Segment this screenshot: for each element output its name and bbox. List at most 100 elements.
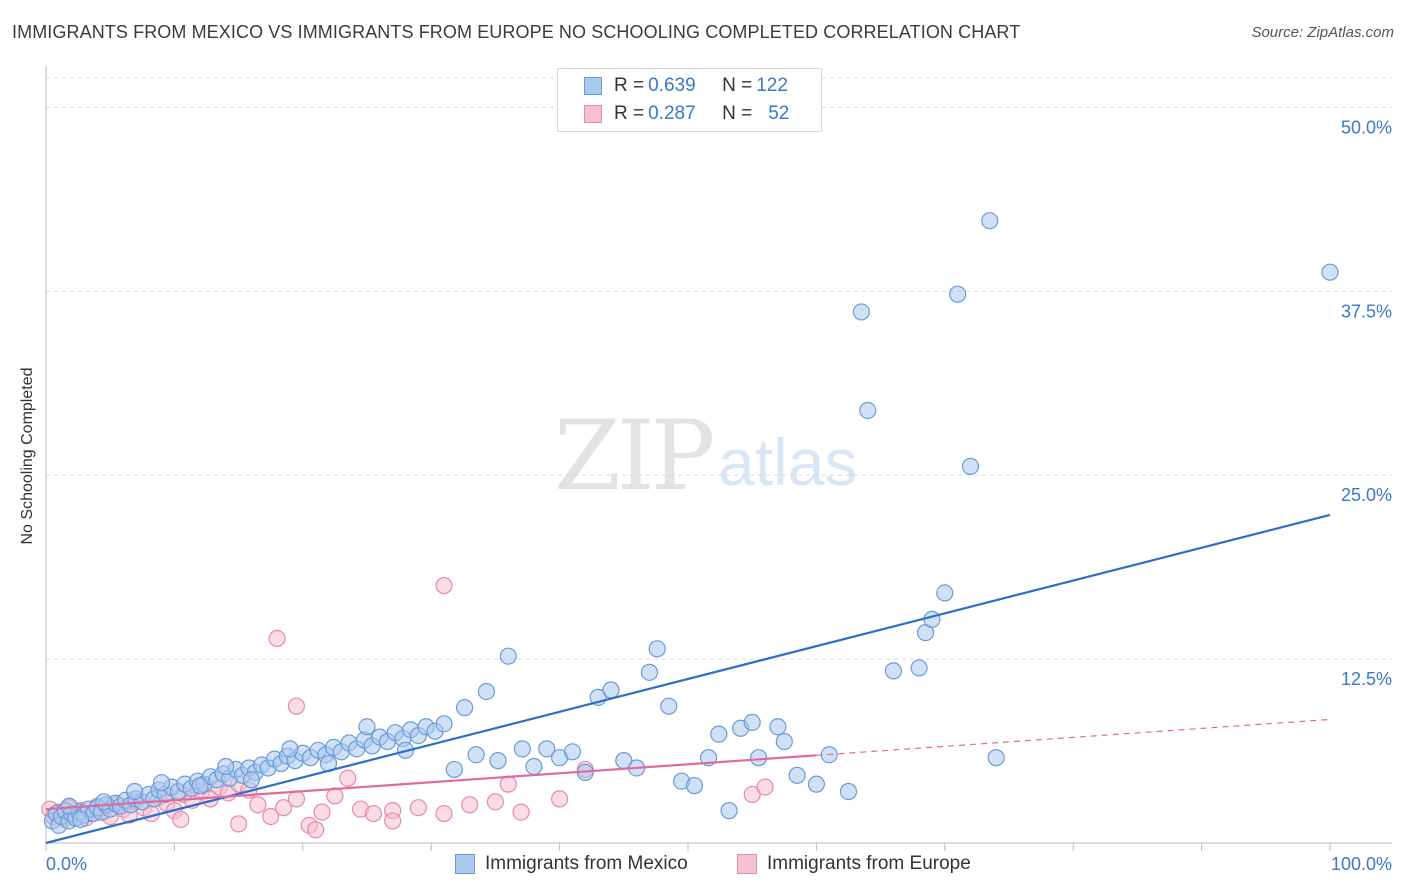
europe-point: [287, 697, 305, 715]
mexico-point: [710, 725, 728, 743]
mexico-point: [981, 212, 999, 230]
europe-point: [339, 769, 357, 787]
europe-point: [262, 807, 280, 826]
europe-point: [364, 804, 383, 823]
mexico-point: [987, 749, 1005, 767]
mexico-point: [125, 782, 144, 801]
europe-point: [435, 804, 453, 823]
europe-point: [313, 803, 331, 821]
mexico-point: [435, 715, 453, 733]
europe-point: [743, 785, 761, 804]
x-tick-label: 0.0%: [46, 854, 87, 874]
legend-n-label: N =: [722, 103, 753, 124]
europe-point: [550, 790, 569, 808]
mexico-point: [660, 697, 678, 715]
europe-point: [409, 799, 427, 817]
y-tick-label: 12.5%: [1341, 669, 1392, 689]
tick-labels: 12.5% 25.0% 37.5% 50.0% 0.0% 100.0%: [46, 117, 1392, 874]
legend-n-value: 122: [756, 75, 788, 96]
grid-lines: [46, 77, 1392, 660]
mexico-trendline: [45, 513, 1331, 845]
mexico-point: [910, 659, 928, 677]
europe-point: [512, 803, 530, 821]
y-tick-label: 37.5%: [1341, 301, 1392, 321]
europe-point: [172, 810, 190, 829]
europe-point: [268, 629, 286, 648]
mexico-point: [281, 740, 299, 758]
mexico-point: [685, 777, 704, 795]
mexico-point: [499, 647, 517, 665]
mexico-point: [455, 699, 474, 717]
europe-point: [486, 793, 504, 811]
europe-point: [230, 815, 248, 833]
mexico-point: [477, 682, 496, 701]
bottom-legend-mexico: Immigrants from Mexico: [455, 852, 688, 876]
axes: [45, 66, 1392, 851]
mexico-point: [923, 610, 941, 628]
bottom-legend-label-mexico: Immigrants from Mexico: [485, 853, 688, 874]
chart-title: IMMIGRANTS FROM MEXICO VS IMMIGRANTS FRO…: [12, 22, 1021, 42]
europe-point: [499, 775, 517, 793]
mexico-point: [743, 713, 761, 731]
legend-n-label: N =: [722, 75, 753, 96]
mexico-point: [769, 718, 787, 736]
source-label: Source: ZipAtlas.com: [1251, 24, 1394, 41]
mexico-point: [467, 746, 485, 764]
mexico-point: [152, 774, 171, 792]
stats-legend: R = 0.639 N = 122 R = 0.287 N = 52: [557, 68, 822, 132]
mexico-point: [72, 810, 90, 829]
bottom-legend-swatch-mexico: [455, 854, 475, 874]
legend-r-label: R =: [614, 75, 645, 96]
legend-r-value: 0.639: [648, 75, 696, 96]
watermark-atlas: atlas: [718, 425, 858, 499]
mexico-point: [538, 740, 556, 758]
europe-point: [249, 796, 267, 814]
mexico-point: [217, 757, 235, 776]
mexico-point: [358, 718, 376, 736]
europe-point: [461, 796, 479, 814]
europe-point: [287, 790, 305, 808]
mexico-point: [445, 760, 463, 779]
y-tick-label: 50.0%: [1341, 117, 1392, 137]
mexico-point: [648, 640, 666, 658]
trendlines: [45, 513, 1331, 845]
mexico-point: [961, 457, 980, 475]
europe-point: [274, 799, 293, 817]
europe-point: [435, 576, 453, 595]
mexico-point: [936, 584, 954, 602]
mexico-point: [95, 793, 113, 811]
legend-swatch-mexico: [584, 77, 602, 95]
europe-trendline-extension: [816, 718, 1331, 756]
mexico-point: [884, 662, 903, 680]
mexico-point: [775, 732, 793, 751]
mexico-point: [563, 743, 582, 761]
mexico-point: [949, 285, 967, 303]
bottom-legend-label-europe: Immigrants from Europe: [767, 853, 971, 874]
legend-r-value: 0.287: [648, 103, 696, 124]
mexico-series: [43, 212, 1339, 834]
mexico-point: [242, 771, 261, 789]
mexico-point: [513, 740, 531, 758]
legend-row-europe: R = 0.287 N = 52: [584, 102, 789, 126]
europe-point: [756, 778, 774, 796]
mexico-point: [489, 752, 507, 770]
mexico-point: [807, 775, 826, 793]
mexico-point: [852, 303, 870, 321]
mexico-point: [788, 766, 806, 784]
mexico-point: [750, 749, 768, 767]
mexico-point: [640, 663, 659, 681]
mexico-point: [525, 757, 543, 776]
legend-swatch-europe: [584, 105, 602, 123]
mexico-point: [191, 777, 209, 795]
europe-trendline: [45, 754, 817, 811]
mexico-point: [839, 782, 858, 801]
legend-r-label: R =: [614, 103, 645, 124]
mexico-point: [859, 401, 877, 420]
x-tick-label: 100.0%: [1331, 854, 1392, 874]
mexico-point: [1321, 263, 1339, 281]
y-tick-label: 25.0%: [1341, 485, 1392, 505]
mexico-point: [720, 802, 738, 820]
europe-point: [384, 812, 402, 830]
europe-point: [307, 821, 325, 839]
